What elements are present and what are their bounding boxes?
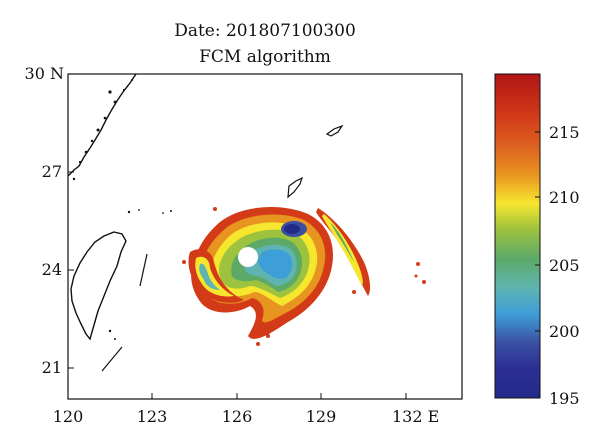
colorbar-label-215: 215 xyxy=(549,123,580,142)
colorbar-ticks xyxy=(535,131,540,399)
colorbar-label-205: 205 xyxy=(549,256,580,275)
lat-tick-label-24: 24 xyxy=(42,260,62,279)
china-coastline xyxy=(68,74,137,177)
lon-tick-label-126: 126 xyxy=(222,407,253,426)
lat-tick-label-30: 30 N xyxy=(25,64,64,83)
map-panel: 120 123 126 129 132 E 30 N 27 24 21 xyxy=(25,64,463,426)
colorbar-label-210: 210 xyxy=(549,188,580,207)
colorbar-label-195: 195 xyxy=(549,389,580,408)
swath-edge-line-1 xyxy=(139,253,148,287)
lon-tick-label-120: 120 xyxy=(53,407,84,426)
colorbar: 215 210 205 200 195 xyxy=(494,73,580,408)
daito-island xyxy=(325,124,344,137)
map-axis-ticks xyxy=(67,73,407,399)
lon-tick-label-123: 123 xyxy=(137,407,168,426)
okinawa-island xyxy=(287,176,304,199)
lon-tick-label-129: 129 xyxy=(306,407,337,426)
title-algorithm: FCM algorithm xyxy=(199,47,331,67)
swath-edge-line-2 xyxy=(101,346,123,372)
colorbar-label-200: 200 xyxy=(549,322,580,341)
lon-tick-label-132: 132 E xyxy=(392,407,439,426)
typhoon-eye xyxy=(238,247,258,267)
taiwan-coastline xyxy=(70,231,127,341)
lat-tick-label-27: 27 xyxy=(42,162,62,181)
lat-tick-label-21: 21 xyxy=(42,358,62,377)
typhoon-cloud-field xyxy=(182,207,426,346)
title-date: Date: 201807100300 xyxy=(174,21,356,41)
coastal-islands xyxy=(72,79,172,340)
colorbar-scale xyxy=(494,73,541,399)
